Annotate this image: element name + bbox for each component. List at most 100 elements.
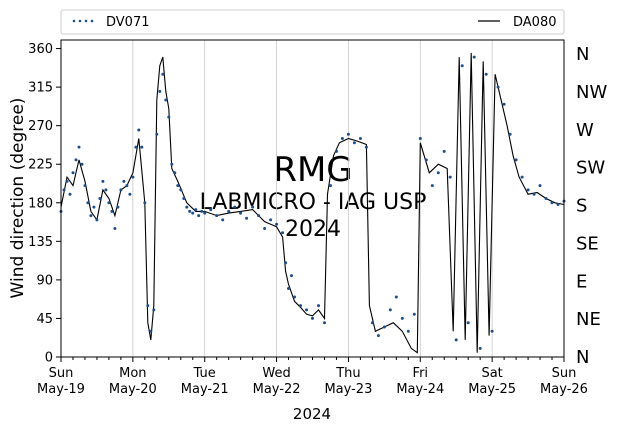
point-dv071: [305, 308, 308, 312]
y-tick-label: 225: [28, 158, 53, 173]
point-dv071: [71, 171, 75, 175]
point-dv071: [203, 211, 207, 215]
watermark-title: RMG: [273, 150, 352, 190]
compass-label: SW: [576, 158, 605, 179]
x-tick-day: Sun: [552, 366, 577, 381]
x-tick-date: May-26: [540, 382, 588, 397]
point-dv071: [406, 329, 410, 333]
point-dv071: [200, 209, 204, 213]
point-dv071: [376, 334, 380, 338]
point-dv071: [323, 321, 326, 325]
point-dv071: [335, 149, 338, 153]
x-tick-date: May-22: [253, 382, 301, 397]
compass-label: E: [576, 271, 587, 292]
point-dv071: [418, 137, 422, 140]
x-tick-date: May-24: [396, 382, 444, 397]
point-dv071: [128, 192, 132, 196]
point-dv071: [89, 214, 93, 218]
point-dv071: [149, 329, 153, 333]
point-dv071: [460, 64, 464, 68]
y-axis: 0 45 90 135 180 225 270 315 360: [28, 42, 61, 366]
point-dv071: [352, 141, 356, 145]
compass-label: NE: [576, 309, 601, 330]
point-dv071: [284, 261, 288, 265]
point-dv071: [65, 179, 69, 183]
x-axis-label: 2024: [293, 405, 331, 423]
point-dv071: [436, 171, 440, 175]
legend-item-da080: DA080: [478, 15, 557, 30]
point-dv071: [83, 184, 87, 188]
point-dv071: [358, 137, 362, 140]
legend-frame: [60, 9, 565, 35]
point-dv071: [182, 197, 186, 200]
point-dv071: [317, 304, 320, 308]
legend-label-da080: DA080: [513, 15, 557, 30]
y-axis-label: Wind direction (degree): [8, 98, 28, 299]
point-dv071: [179, 188, 183, 192]
watermark-subtitle: LABMICRO - IAG USP: [200, 190, 427, 215]
point-dv071: [80, 162, 84, 166]
point-dv071: [281, 231, 285, 235]
point-dv071: [424, 158, 428, 162]
point-dv071: [158, 89, 162, 93]
x-tick-day: Wed: [262, 366, 290, 381]
point-dv071: [311, 316, 314, 320]
y-tick-label: 90: [36, 273, 53, 288]
point-dv071: [412, 312, 416, 316]
point-dv071: [287, 287, 290, 290]
point-dv071: [430, 184, 434, 188]
point-dv071: [146, 304, 150, 308]
x-axis: SunMay-19MonMay-20TueMay-21WedMay-22ThuM…: [37, 357, 588, 397]
compass-axis: N NE E SE S SW W NW N: [576, 44, 607, 368]
legend-label-dv071: DV071: [106, 15, 150, 30]
point-dv071: [161, 72, 165, 76]
point-dv071: [442, 149, 446, 153]
point-dv071: [544, 197, 548, 200]
point-dv071: [137, 128, 141, 132]
legend-marker-dv071: [90, 19, 94, 23]
point-dv071: [233, 205, 237, 209]
point-dv071: [215, 214, 219, 218]
y-tick-label: 180: [28, 196, 53, 211]
point-dv071: [490, 329, 494, 333]
point-dv071: [364, 145, 368, 149]
point-dv071: [95, 218, 99, 222]
point-dv071: [140, 145, 144, 149]
point-dv071: [185, 205, 189, 209]
watermark-year: 2024: [285, 217, 341, 242]
point-dv071: [125, 184, 129, 188]
point-dv071: [299, 304, 302, 308]
point-dv071: [293, 295, 296, 299]
y-tick-label: 135: [28, 235, 53, 250]
point-dv071: [520, 175, 524, 179]
point-dv071: [227, 209, 231, 213]
point-dv071: [269, 218, 273, 222]
x-tick-date: May-25: [468, 382, 516, 397]
point-dv071: [155, 132, 159, 136]
watermark: RMG LABMICRO - IAG USP 2024: [200, 150, 427, 242]
series-dv071: [59, 55, 566, 350]
point-dv071: [98, 197, 102, 200]
point-dv071: [119, 188, 123, 192]
y-tick-label: 360: [28, 42, 53, 57]
point-dv071: [329, 184, 332, 188]
point-dv071: [101, 179, 105, 183]
x-tick-date: May-21: [181, 382, 229, 397]
point-dv071: [152, 308, 156, 312]
point-dv071: [245, 216, 249, 220]
point-dv071: [104, 188, 108, 192]
point-dv071: [86, 201, 90, 205]
point-dv071: [370, 321, 374, 325]
point-dv071: [170, 162, 174, 166]
legend-marker-dv071: [84, 19, 88, 23]
point-dv071: [484, 72, 488, 76]
point-dv071: [538, 184, 542, 188]
point-dv071: [173, 171, 177, 175]
point-dv071: [340, 137, 344, 140]
point-dv071: [263, 227, 267, 230]
point-dv071: [257, 214, 261, 218]
x-tick-date: May-20: [109, 382, 157, 397]
y-tick-label: 0: [45, 351, 53, 366]
point-dv071: [550, 201, 554, 205]
compass-label: S: [576, 196, 587, 217]
